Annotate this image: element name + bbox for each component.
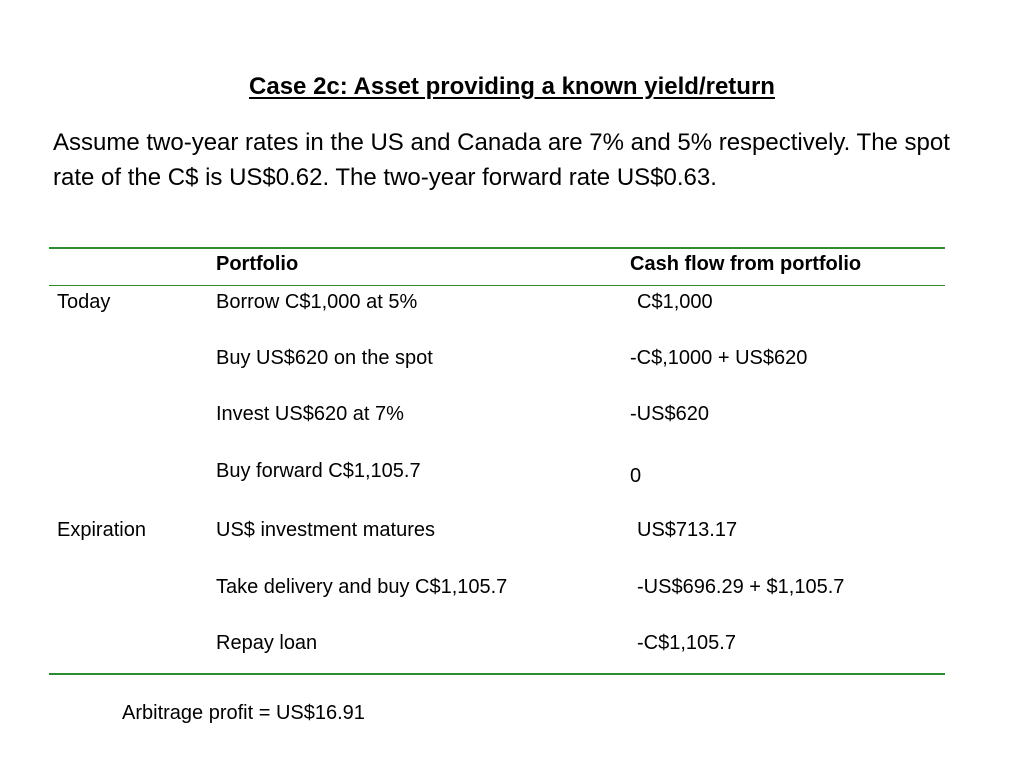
header-cash-flow: Cash flow from portfolio — [630, 253, 862, 275]
row-portfolio: Repay loan — [216, 632, 318, 654]
header-portfolio: Portfolio — [216, 253, 299, 275]
row-portfolio: Invest US$620 at 7% — [216, 403, 404, 425]
row-cash-flow: -C$1,105.7 — [637, 632, 736, 654]
slide-title: Case 2c: Asset providing a known yield/r… — [249, 73, 775, 100]
row-cash-flow: US$713.17 — [637, 519, 738, 541]
row-portfolio: Buy forward C$1,105.7 — [216, 460, 421, 482]
row-cash-flow: C$1,000 — [637, 291, 713, 313]
row-cash-flow: -US$620 — [630, 403, 709, 425]
row-label: Today — [57, 291, 111, 313]
row-cash-flow: -C$,1000 + US$620 — [630, 347, 808, 369]
row-cash-flow: 0 — [630, 465, 642, 487]
row-label: Expiration — [57, 519, 146, 541]
row-portfolio: US$ investment matures — [216, 519, 435, 541]
table-header-rule — [49, 285, 945, 286]
table-bottom-rule — [49, 673, 945, 675]
row-portfolio: Buy US$620 on the spot — [216, 347, 433, 369]
row-portfolio: Borrow C$1,000 at 5% — [216, 291, 418, 313]
arbitrage-profit: Arbitrage profit = US$16.91 — [122, 702, 365, 724]
row-portfolio: Take delivery and buy C$1,105.7 — [216, 576, 508, 598]
intro-paragraph: Assume two-year rates in the US and Cana… — [53, 129, 950, 191]
row-cash-flow: -US$696.29 + $1,105.7 — [637, 576, 845, 598]
table-top-rule — [49, 247, 945, 249]
